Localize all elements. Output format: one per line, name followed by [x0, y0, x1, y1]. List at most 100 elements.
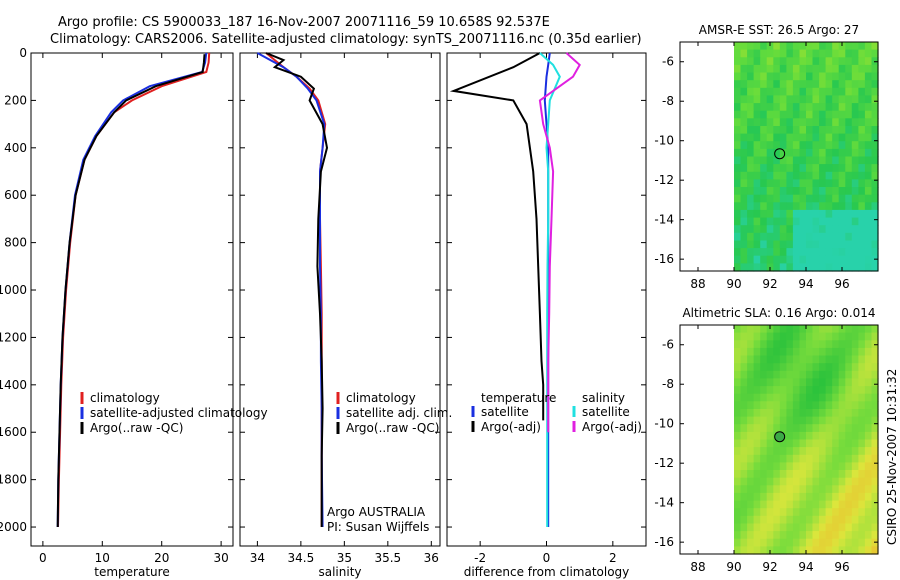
sla_map-cell — [734, 470, 742, 479]
sst_map-cell — [858, 42, 866, 51]
sla_map-cell — [806, 531, 814, 540]
sst_map-cell — [747, 232, 755, 241]
sla_map-cell — [812, 424, 820, 433]
sla_map-cell — [753, 325, 761, 334]
salinity-annotation: PI: Susan Wijffels — [327, 520, 429, 534]
sst_map-cell — [819, 126, 827, 135]
sla_map-cell — [806, 538, 814, 547]
sst_map-cell — [747, 126, 755, 135]
sst_map-cell — [734, 57, 742, 66]
salinity-frame — [239, 52, 441, 547]
sst_map-cell — [747, 263, 755, 272]
sla_map-cell — [845, 340, 853, 349]
sla_map-cell — [851, 546, 859, 555]
sla_map-cell — [779, 393, 787, 402]
sst_map-cell — [773, 80, 781, 89]
sla_map-cell — [871, 508, 879, 517]
sla_map-cell — [779, 424, 787, 433]
sst_map-cell — [773, 202, 781, 211]
sla_map-cell — [812, 477, 820, 486]
sla_map-cell — [740, 431, 748, 441]
sla_map-cell — [779, 409, 787, 418]
sla_map-cell — [740, 325, 748, 334]
sst_map-cell — [760, 187, 768, 196]
sla_map-cell — [838, 325, 846, 334]
sst_map-cell — [799, 217, 807, 226]
sst_map-cell — [760, 64, 768, 74]
sla_map-cell — [819, 523, 827, 532]
sla_map-cell — [740, 447, 748, 456]
sla_map-cell — [799, 370, 807, 379]
sst_map-cell — [864, 49, 872, 58]
sst_map-cell — [792, 118, 800, 127]
temperature-xtick-label: 10 — [95, 551, 110, 565]
sla_map-cell — [864, 424, 872, 433]
sst_map-cell — [864, 64, 872, 74]
sla_map-cell — [812, 378, 820, 387]
sla_map-cell — [845, 515, 853, 524]
sst_map-cell — [799, 225, 807, 234]
sla_map-cell — [734, 492, 742, 502]
sst_map-cell — [819, 248, 827, 257]
sst_map-cell — [779, 110, 787, 119]
sst_map-cell — [838, 240, 846, 249]
sst_map-cell — [871, 95, 879, 104]
sst_map-cell — [792, 103, 800, 112]
sst_map-cell — [838, 194, 846, 203]
sla_map-cell — [845, 500, 853, 509]
sla_map-cell — [858, 447, 866, 456]
sla_map-cell — [760, 409, 768, 418]
sla_map-cell — [779, 500, 787, 509]
sla_map-cell — [806, 416, 814, 425]
sst_map-cell — [792, 141, 800, 150]
sla_map-cell — [858, 332, 866, 341]
sst_map-cell — [858, 80, 866, 89]
sla_map-cell — [760, 462, 768, 471]
difference-xtick-label: 0 — [543, 551, 551, 565]
sla_map-cell — [851, 393, 859, 402]
sla_map-cell — [734, 485, 742, 494]
sst_map-cell — [806, 118, 814, 127]
sst_map-xtick-label: 90 — [726, 277, 741, 291]
sst_map-cell — [792, 42, 800, 51]
sla_map-cell — [845, 485, 853, 494]
temperature-legend-label: climatology — [90, 391, 160, 405]
sla_map-cell — [806, 462, 814, 471]
sst_map-cell — [792, 263, 800, 272]
sla_map-cell — [832, 492, 840, 502]
sla_map-xtick-label: 92 — [762, 560, 777, 574]
sst_map-cell — [773, 217, 781, 226]
sla_map-cell — [792, 531, 800, 540]
sla_map-cell — [766, 332, 774, 341]
sla_map-cell — [812, 340, 820, 349]
sst_map-cell — [792, 64, 800, 74]
sla_map-cell — [871, 386, 879, 395]
sla_map-cell — [832, 393, 840, 402]
sst_map-cell — [851, 49, 859, 58]
sst_map-cell — [806, 57, 814, 66]
sla_map-cell — [734, 538, 742, 547]
sla_map-cell — [806, 508, 814, 517]
sla_map-cell — [851, 500, 859, 509]
sst_map-cell — [871, 133, 879, 142]
sst_map-cell — [832, 263, 840, 272]
sla_map-cell — [786, 500, 794, 509]
sst_map-cell — [858, 209, 866, 219]
sla_map-cell — [851, 431, 859, 441]
sla_map-cell — [819, 470, 827, 479]
sst_map-cell — [753, 87, 761, 96]
sla_map-cell — [799, 454, 807, 463]
sst_map-cell — [799, 194, 807, 203]
sla_map-cell — [832, 485, 840, 494]
sla_map-cell — [806, 447, 814, 456]
sla_map-cell — [747, 370, 755, 379]
sst_map-cell — [864, 57, 872, 66]
sst_map-cell — [740, 255, 748, 264]
sst_map-cell — [845, 42, 853, 51]
sla_map-cell — [766, 492, 774, 502]
sst_map-cell — [773, 179, 781, 188]
side-stamp: CSIRO 25-Nov-2007 10:31:32 — [885, 369, 899, 545]
sla_map-cell — [766, 485, 774, 494]
sla_map-cell — [753, 508, 761, 517]
sst_map-cell — [819, 225, 827, 234]
